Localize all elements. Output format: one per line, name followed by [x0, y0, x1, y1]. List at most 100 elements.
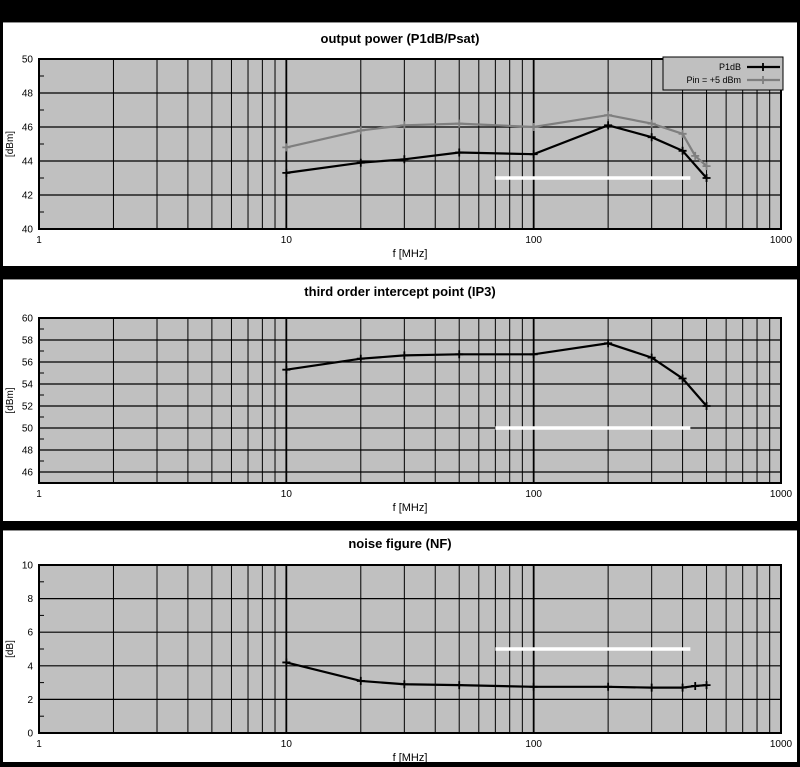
plot-area [39, 318, 781, 483]
legend-marker-sample [759, 63, 767, 71]
noise-figure-chart: 0 2 4 6 8 10 1 10 100 1000 f [MHz] [dB] [5, 561, 793, 763]
data-point-marker [604, 682, 613, 691]
legend: P1dB Pin = +5 dBm [662, 56, 784, 91]
data-point-marker [455, 148, 464, 157]
legend-marker-sample [759, 76, 767, 84]
x-axis-title: f [MHz] [393, 248, 428, 260]
gridlines [39, 317, 781, 484]
x-tick-label: 1000 [770, 489, 793, 500]
data-point-marker [678, 129, 687, 138]
data-point-marker [647, 353, 656, 362]
data-point-marker [604, 121, 613, 130]
x-axis-title: f [MHz] [393, 502, 428, 514]
series-p1db [282, 121, 711, 182]
legend-label: Pin = +5 dBm [686, 75, 741, 85]
data-point-marker [604, 111, 613, 120]
y-tick-label: 48 [22, 446, 34, 457]
plot-frame [38, 317, 782, 484]
y-axis-title: [dBm] [5, 387, 16, 413]
x-tick-label: 10 [281, 489, 293, 500]
data-point-marker [702, 681, 711, 690]
data-point-marker [455, 350, 464, 359]
axis-labels: 40 42 44 46 48 50 1 10 100 1000 f [MHz] [dBm] [5, 55, 793, 261]
data-point-marker [400, 155, 409, 164]
gridlines [39, 564, 781, 734]
data-point-marker [647, 683, 656, 692]
series-pin-5-dbm [282, 111, 711, 171]
x-axis-title: f [MHz] [393, 752, 428, 762]
y-tick-label: 10 [22, 561, 34, 572]
y-tick-label: 58 [22, 336, 34, 347]
y-tick-label: 4 [27, 661, 33, 672]
chart-panel-noise-figure: noise figure (NF) 0 2 4 6 8 10 1 10 100 1000 f [MH… [3, 530, 797, 762]
data-point-marker [678, 374, 687, 383]
chart-panel-ip3: third order intercept point (IP3) 46 48 50… [3, 279, 797, 521]
data-point-marker [282, 168, 291, 177]
x-tick-label: 100 [525, 235, 542, 246]
chart-panel-output-power: output power (P1dB/Psat) 40 42 44 46 48 50 1 10… [3, 22, 797, 266]
data-point-marker [702, 162, 711, 171]
data-point-marker [678, 683, 687, 692]
chart-title-noise-figure: noise figure (NF) [348, 536, 452, 551]
data-point-marker [529, 123, 538, 131]
data-point-marker [455, 119, 464, 128]
legend-label: P1dB [719, 62, 741, 72]
x-tick-label: 1 [36, 739, 42, 750]
y-tick-label: 40 [22, 225, 34, 236]
data-point-marker [678, 146, 687, 155]
plot-frame [38, 58, 782, 230]
y-tick-label: 8 [27, 594, 33, 605]
chart-title-ip3: third order intercept point (IP3) [304, 284, 496, 299]
y-tick-label: 56 [22, 358, 34, 369]
ip3-chart: 46 48 50 52 54 56 58 60 1 10 100 1000 f [MHz] [dBm] [5, 314, 793, 515]
y-tick-label: 52 [22, 402, 34, 413]
plot-area [39, 59, 781, 229]
x-tick-label: 1 [36, 489, 42, 500]
y-tick-label: 0 [27, 729, 33, 740]
x-tick-label: 1000 [770, 235, 793, 246]
data-point-marker [356, 354, 365, 363]
data-point-marker [282, 143, 291, 152]
plot-frame [38, 564, 782, 734]
axis-labels: 0 2 4 6 8 10 1 10 100 1000 f [MHz] [dB] [5, 561, 793, 763]
data-point-marker [356, 126, 365, 135]
data-point-marker [282, 658, 291, 667]
x-tick-label: 100 [525, 489, 542, 500]
data-point-marker [604, 339, 613, 348]
y-tick-label: 44 [22, 157, 34, 168]
data-point-marker [691, 681, 700, 690]
y-tick-label: 48 [22, 89, 34, 100]
x-tick-label: 1000 [770, 739, 793, 750]
y-tick-label: 46 [22, 468, 34, 479]
y-tick-label: 50 [22, 424, 34, 435]
data-point-marker [400, 351, 409, 360]
data-point-marker [356, 158, 365, 167]
y-tick-label: 42 [22, 191, 34, 202]
data-point-marker [691, 151, 700, 160]
data-point-marker [356, 676, 365, 685]
y-tick-label: 54 [22, 380, 34, 391]
y-tick-label: 60 [22, 314, 34, 325]
y-tick-label: 6 [27, 628, 33, 639]
x-tick-label: 100 [525, 739, 542, 750]
y-tick-label: 2 [27, 695, 33, 706]
y-axis-title: [dB] [5, 640, 16, 658]
chart-title-output-power: output power (P1dB/Psat) [320, 31, 480, 46]
data-point-marker [647, 119, 656, 128]
data-point-marker [282, 365, 291, 374]
legend-box [662, 56, 784, 91]
x-tick-label: 10 [281, 739, 293, 750]
data-point-marker [400, 680, 409, 689]
series-ip3 [282, 339, 711, 410]
data-point-marker [400, 121, 409, 130]
data-point-marker [529, 150, 538, 159]
data-point-marker [529, 350, 538, 359]
series-nf [282, 658, 711, 692]
data-point-marker [529, 682, 538, 691]
x-tick-label: 1 [36, 235, 42, 246]
y-axis-title: [dBm] [5, 131, 16, 157]
y-tick-label: 46 [22, 123, 34, 134]
axis-labels: 46 48 50 52 54 56 58 60 1 10 100 1000 f [MHz] [dBm] [5, 314, 793, 515]
output-power-chart: 40 42 44 46 48 50 1 10 100 1000 f [MHz] [dBm] P1dB Pi… [5, 55, 793, 261]
